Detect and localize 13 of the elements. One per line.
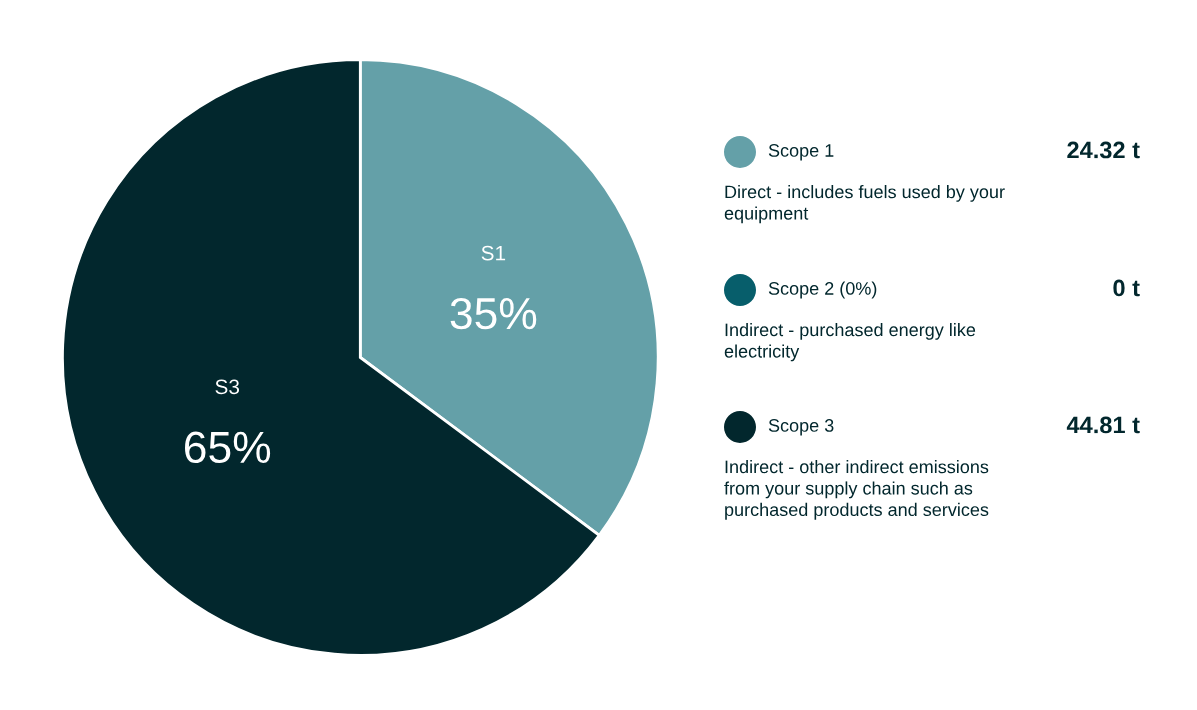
text: Indirect - purchased energy like electricity (724, 323, 976, 362)
text: 65% (185, 431, 271, 464)
legend-label: Scope 1 (768, 144, 834, 161)
text: Indirect - other indirect emissions from your supply chain such as purchased products and services (724, 460, 989, 520)
text: S3 (215, 379, 240, 395)
text: 35% (450, 297, 537, 330)
text: 0 t (1113, 279, 1140, 297)
legend-label: Scope 3 (768, 419, 834, 436)
text: Direct - includes fuels used by your equipment (724, 185, 1005, 224)
data-label: 44.81 t (1066, 416, 1140, 434)
legend-label: Scope 2 (0%) (768, 281, 877, 299)
text: S1 (481, 245, 506, 261)
data-label: 24.32 t (1067, 141, 1140, 159)
